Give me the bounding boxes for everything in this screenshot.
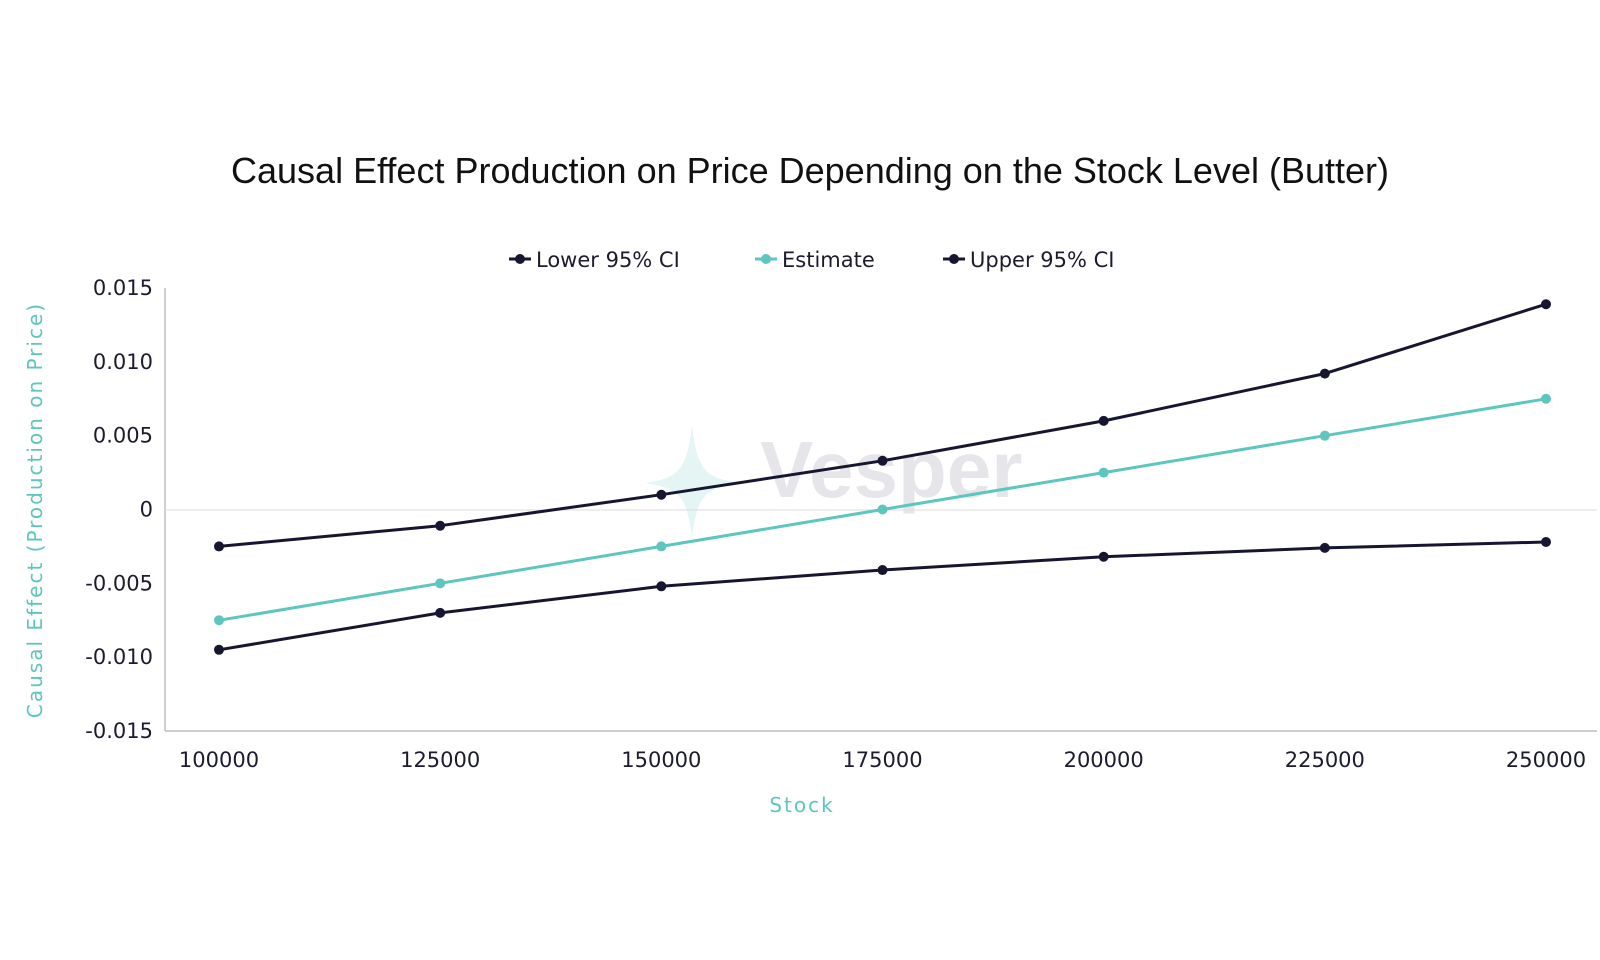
- y-tick-label: 0: [140, 498, 153, 522]
- x-axis-label: Stock: [769, 793, 834, 817]
- x-tick-label: 250000: [1506, 748, 1586, 772]
- legend-label-upper-95-ci: Upper 95% CI: [970, 248, 1114, 272]
- data-point-lower-95-ci: [877, 565, 888, 576]
- watermark-text: Vesper: [760, 425, 1022, 514]
- x-tick-label: 150000: [621, 748, 701, 772]
- data-point-lower-95-ci: [435, 607, 446, 618]
- sparkle-icon: [645, 425, 740, 538]
- y-tick-label: 0.005: [93, 424, 153, 448]
- data-point-estimate: [1541, 393, 1551, 404]
- data-point-lower-95-ci: [1541, 536, 1551, 547]
- x-tick-label: 125000: [400, 748, 480, 772]
- x-tick-label: 200000: [1064, 748, 1144, 772]
- data-point-estimate: [1319, 430, 1330, 441]
- y-axis-label: Causal Effect (Production on Price): [23, 302, 47, 718]
- data-point-upper-95-ci: [656, 489, 667, 500]
- data-point-estimate: [656, 541, 667, 552]
- data-point-estimate: [877, 504, 888, 515]
- data-point-upper-95-ci: [1319, 368, 1330, 379]
- data-point-upper-95-ci: [214, 541, 224, 552]
- x-tick-label: 225000: [1285, 748, 1365, 772]
- data-point-estimate: [214, 615, 224, 626]
- watermark: Vesper: [645, 425, 1022, 538]
- legend-marker-upper-95-ci: [949, 254, 959, 264]
- legend-label-lower-95-ci: Lower 95% CI: [536, 248, 680, 272]
- data-point-upper-95-ci: [435, 520, 446, 531]
- series-line-lower-95-ci: [218, 540, 1547, 652]
- x-tick-label: 175000: [842, 748, 922, 772]
- x-tick-label: 100000: [179, 748, 259, 772]
- y-tick-label: 0.015: [93, 276, 153, 300]
- y-tick-labels: 0.015 0.010 0.005 0 -0.005 -0.010 -0.015: [85, 276, 153, 743]
- data-point-lower-95-ci: [214, 644, 224, 655]
- legend-label-estimate: Estimate: [782, 248, 875, 272]
- data-point-upper-95-ci: [1541, 299, 1551, 310]
- y-tick-label: 0.010: [93, 350, 153, 374]
- x-tick-labels: 100000 125000 150000 175000 200000 225000 2500…: [179, 748, 1586, 772]
- data-point-lower-95-ci: [1098, 551, 1109, 562]
- series-layer: [214, 299, 1551, 655]
- y-tick-label: -0.010: [85, 645, 153, 669]
- y-tick-label: -0.005: [85, 571, 153, 595]
- chart-title: Causal Effect Production on Price Depend…: [231, 150, 1389, 191]
- data-point-lower-95-ci: [1319, 542, 1330, 553]
- data-point-lower-95-ci: [656, 581, 667, 592]
- y-tick-label: -0.015: [85, 719, 153, 743]
- legend-marker-estimate: [761, 254, 771, 264]
- data-point-upper-95-ci: [1098, 415, 1109, 426]
- data-point-estimate: [435, 578, 446, 589]
- legend: Lower 95% CI Estimate Upper 95% CI: [509, 248, 1114, 272]
- data-point-estimate: [1098, 467, 1109, 478]
- data-point-upper-95-ci: [877, 455, 888, 466]
- legend-marker-lower-95-ci: [515, 254, 525, 264]
